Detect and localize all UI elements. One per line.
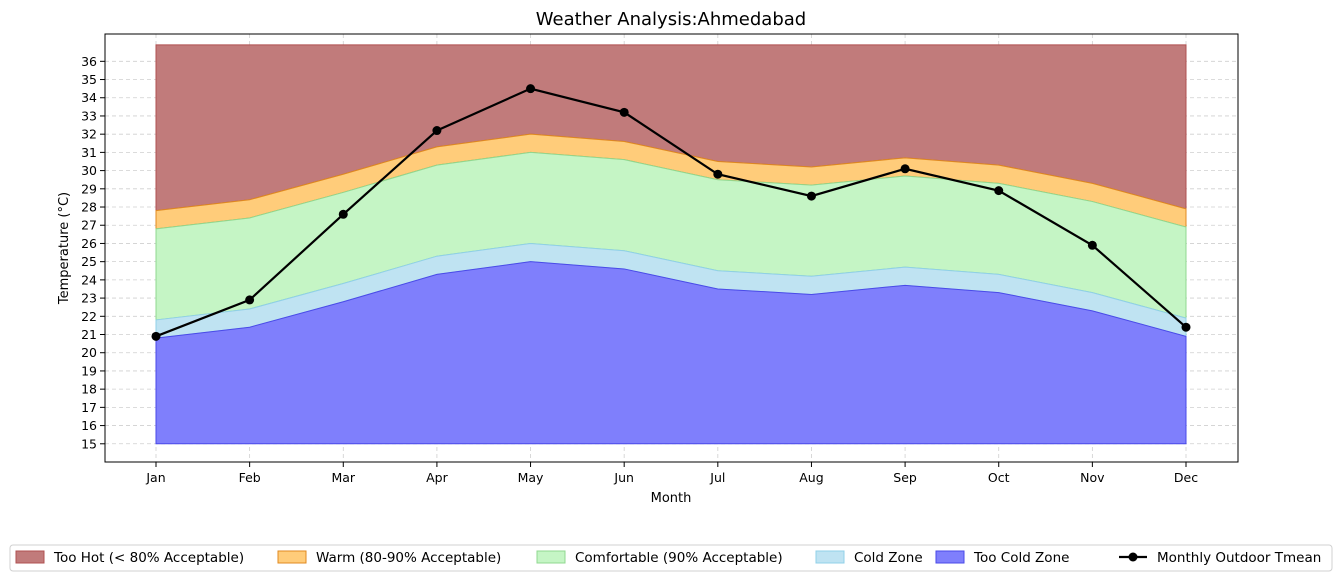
legend-label: Too Hot (< 80% Acceptable) [53,550,244,566]
chart-title: Weather Analysis:Ahmedabad [536,9,806,30]
y-tick-label: 26 [81,236,97,251]
legend-marker [1128,552,1138,562]
data-point [245,295,255,305]
legend: Too Hot (< 80% Acceptable) Warm (80-90% A… [9,544,1333,572]
y-tick-label: 29 [81,181,97,196]
x-tick-label: Sep [893,470,917,485]
y-tick-label: 27 [81,218,97,233]
legend-swatch [277,550,307,564]
y-tick-label: 16 [81,418,97,433]
x-tick-label: Nov [1080,470,1105,485]
y-tick-label: 23 [81,291,97,306]
legend-item: Monthly Outdoor Tmean [1119,550,1321,566]
series-line-monthly-outdoor-tmean [155,87,1187,338]
legend-label: Cold Zone [854,550,923,566]
y-tick-label: 34 [81,90,97,105]
x-tick-label: Oct [988,470,1010,485]
data-point [994,186,1004,196]
data-point [1087,240,1097,250]
legend-label: Comfortable (90% Acceptable) [575,550,783,566]
y-ticks: 15 16 17 18 19 20 21 22 23 24 25 26 27 28 29 30 31 32 33 34… [81,54,105,451]
x-tick-label: Dec [1174,470,1198,485]
y-tick-label: 28 [81,200,97,215]
legend-swatch [536,550,566,564]
legend-swatch [15,550,45,564]
y-tick-label: 17 [81,400,97,415]
y-tick-label: 21 [81,327,97,342]
x-tick-label: Jun [613,470,634,485]
x-ticks: Jan Feb Mar Apr May Jun Jul Aug Sep Oct Nov Dec [145,462,1198,485]
legend-label: Too Cold Zone [973,550,1069,566]
legend-item: Cold Zone [815,550,923,566]
zone-bands [155,44,1187,445]
legend-item: Too Hot (< 80% Acceptable) [15,550,244,566]
data-point [526,84,536,94]
legend-label: Monthly Outdoor Tmean [1157,550,1321,566]
x-tick-label: Jan [145,470,165,485]
y-tick-label: 18 [81,382,97,397]
plot-frame [104,33,1239,463]
x-axis-label: Month [651,491,692,506]
y-tick-label: 35 [81,72,97,87]
y-tick-label: 15 [81,436,97,451]
x-tick-label: Apr [426,470,448,485]
y-tick-label: 32 [81,127,97,142]
legend-item: Comfortable (90% Acceptable) [536,550,783,566]
legend-item: Warm (80-90% Acceptable) [277,550,501,566]
legend-frame [9,544,1333,572]
legend-item: Too Cold Zone [935,550,1069,566]
legend-swatch [815,550,845,564]
y-tick-label: 36 [81,54,97,69]
y-tick-label: 20 [81,345,97,360]
data-point [432,126,442,136]
y-tick-label: 30 [81,163,97,178]
data-point [1181,322,1191,332]
y-tick-label: 31 [81,145,97,160]
x-tick-label: Mar [331,470,355,485]
x-tick-label: Feb [239,470,261,485]
y-tick-label: 33 [81,108,97,123]
y-tick-label: 25 [81,254,97,269]
legend-label: Warm (80-90% Acceptable) [316,550,501,566]
data-point [151,331,161,341]
series [151,84,1191,341]
data-point [806,191,816,201]
x-tick-label: Jul [709,470,725,485]
y-tick-label: 22 [81,309,97,324]
y-axis-label: Temperature (°C) [57,192,72,305]
data-point [900,164,910,174]
y-tick-label: 24 [81,272,97,287]
x-tick-label: Aug [799,470,823,485]
legend-swatch [935,550,965,564]
x-tick-label: May [518,470,544,485]
y-tick-label: 19 [81,363,97,378]
data-point [713,169,723,179]
band-too-cold-zone [155,261,1187,445]
data-point [338,209,348,219]
data-point [619,107,629,117]
